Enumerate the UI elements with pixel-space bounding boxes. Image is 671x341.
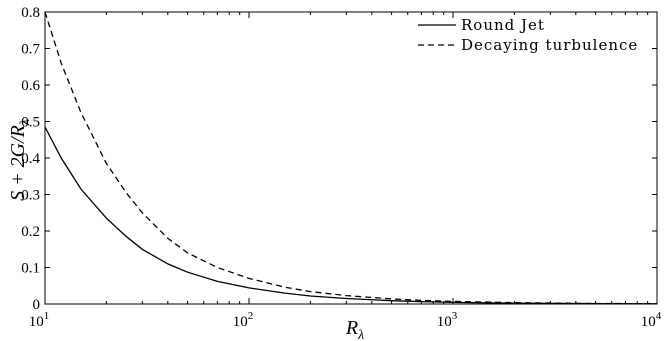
- y-tick-label: 0: [33, 297, 41, 313]
- y-tick-label: 0.3: [21, 188, 40, 204]
- legend: Round Jet Decaying turbulence: [418, 16, 638, 54]
- legend-label-decaying-turbulence: Decaying turbulence: [461, 36, 638, 54]
- x-axis-label: Rλ: [345, 317, 364, 341]
- y-tick-label: 0.7: [21, 42, 40, 58]
- ticks-layer: 0 0.1 0.2 0.3 0.4 0.5 0.6 0.7 0.8 101 102 103 104: [21, 5, 662, 330]
- x-tick-label: 103: [437, 310, 458, 330]
- y-axis-label: S + 2G/Rλ: [7, 119, 33, 201]
- series-line-round-jet: [44, 126, 658, 305]
- plot-frame: [44, 11, 658, 305]
- series-layer: [44, 11, 658, 305]
- y-tick-label: 0.6: [21, 78, 40, 94]
- legend-label-round-jet: Round Jet: [461, 16, 545, 34]
- y-tick-label: 0.8: [21, 5, 40, 21]
- series-line-decaying-turbulence: [44, 11, 658, 305]
- y-tick-label: 0.5: [21, 115, 40, 131]
- y-tick-label: 0.4: [21, 151, 40, 167]
- x-tick-label: 101: [29, 310, 50, 330]
- y-tick-label: 0.2: [21, 224, 40, 240]
- y-tick-label: 0.1: [21, 261, 40, 277]
- x-tick-label: 102: [233, 310, 254, 330]
- x-tick-label: 104: [641, 310, 662, 330]
